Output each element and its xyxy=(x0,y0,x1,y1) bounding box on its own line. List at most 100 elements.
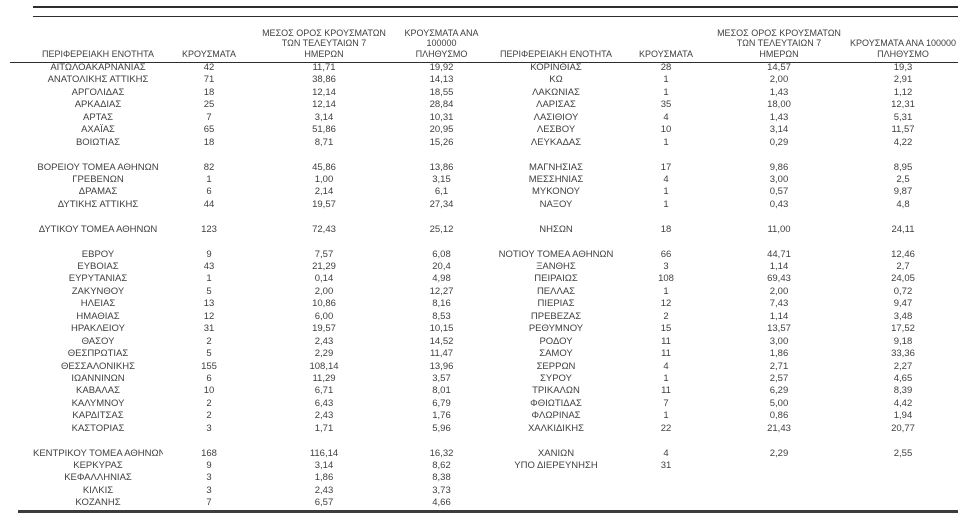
per100k-cell: 4,66 xyxy=(432,497,451,509)
region-name-cell xyxy=(33,149,163,161)
cases-cell: 13 xyxy=(203,298,215,310)
region-name-cell: ΝΗΣΩΝ xyxy=(539,223,573,235)
table-row: ΝΑΞΟΥ 1 0,43 4,8 xyxy=(490,199,958,211)
cases-cell: 12 xyxy=(203,310,215,322)
table-row: ΣΕΡΡΩΝ 4 2,71 2,27 xyxy=(490,361,958,373)
cases-cell: 1 xyxy=(663,74,669,86)
per100k-cell: 0,72 xyxy=(893,285,913,297)
table-row: ΝΟΤΙΟΥ ΤΟΜΕΑ ΑΘΗΝΩΝ 66 44,71 12,46 xyxy=(490,249,958,261)
cases-cell xyxy=(163,149,255,161)
cases-cell: 1 xyxy=(663,410,669,422)
table-row: ΚΕΡΚΥΡΑΣ 9 3,14 8,62 xyxy=(33,460,490,472)
cases-cell: 7 xyxy=(206,497,212,509)
per100k-cell: 8,95 xyxy=(893,161,913,173)
table-row: ΗΜΑΘΙΑΣ 12 6,00 8,53 xyxy=(33,311,490,323)
region-name-cell: ΜΕΣΣΗΝΙΑΣ xyxy=(528,173,584,185)
avg7-cell xyxy=(255,236,393,248)
per100k-cell: 2,91 xyxy=(893,74,913,86)
per100k-cell: 3,57 xyxy=(432,372,451,384)
per100k-cell: 2,27 xyxy=(893,360,913,372)
region-name-cell xyxy=(490,497,622,509)
avg7-cell: 12,14 xyxy=(312,99,336,111)
avg7-cell: 38,86 xyxy=(312,74,336,86)
per100k-cell: 8,01 xyxy=(432,385,451,397)
per100k-cell: 12,46 xyxy=(891,248,915,260)
avg7-cell: 6,00 xyxy=(314,310,334,322)
region-name-cell: ΕΥΒΟΙΑΣ xyxy=(77,261,119,272)
region-name-cell: ΘΕΣΣΑΛΟΝΙΚΗΣ xyxy=(61,360,135,372)
region-name-cell: ΘΑΣΟΥ xyxy=(81,335,115,347)
region-name-cell: ΡΟΔΟΥ xyxy=(539,335,573,347)
per100k-cell: 20,4 xyxy=(432,261,451,272)
avg7-cell xyxy=(255,211,393,223)
region-name-cell: ΛΑΚΩΝΙΑΣ xyxy=(532,86,580,98)
region-name-cell: ΕΒΡΟΥ xyxy=(81,248,115,260)
cases-cell: 18 xyxy=(203,86,215,98)
avg7-cell: 6,43 xyxy=(314,397,334,409)
region-name-cell xyxy=(490,485,622,497)
cases-cell: 1 xyxy=(663,86,669,98)
region-name-cell: ΛΑΡΙΣΑΣ xyxy=(536,99,576,111)
region-name-cell: ΚΕΡΚΥΡΑΣ xyxy=(73,460,123,471)
per100k-cell: 12,31 xyxy=(891,99,915,111)
region-name-cell: ΜΑΓΝΗΣΙΑΣ xyxy=(529,161,583,173)
region-name-cell xyxy=(490,149,622,161)
table-row: ΚΟΖΑΝΗΣ 7 6,57 4,66 xyxy=(33,497,490,509)
per100k-cell: 9,18 xyxy=(893,335,913,347)
region-name-cell: ΚΩ xyxy=(549,74,563,86)
cases-cell xyxy=(622,435,710,447)
per100k-cell: 8,16 xyxy=(432,298,451,310)
cases-cell: 44 xyxy=(203,198,215,210)
per100k-cell: 18,55 xyxy=(429,86,454,98)
region-name-cell: ΘΕΣΠΡΩΤΙΑΣ xyxy=(67,348,129,360)
table-row: ΤΡΙΚΑΛΩΝ 11 6,29 8,39 xyxy=(490,385,958,397)
table-row: ΗΡΑΚΛΕΙΟΥ 31 19,57 10,15 xyxy=(33,323,490,335)
region-name-cell: ΓΡΕΒΕΝΩΝ xyxy=(72,173,124,185)
cases-cell: 4 xyxy=(663,173,669,185)
cases-cell: 2 xyxy=(663,310,669,322)
table-row: ΧΑΝΙΩΝ 4 2,29 2,55 xyxy=(490,448,958,460)
cases-cell xyxy=(163,211,255,223)
per100k-cell: 25,12 xyxy=(429,223,454,235)
table-row xyxy=(490,472,958,484)
table-row: ΚΑΒΑΛΑΣ 10 6,71 8,01 xyxy=(33,385,490,397)
per100k-cell: 8,53 xyxy=(432,310,451,322)
per100k-cell xyxy=(848,236,958,248)
region-name-cell: ΑΡΚΑΔΙΑΣ xyxy=(74,99,122,111)
cases-cell: 5 xyxy=(206,348,212,360)
cases-cell: 11 xyxy=(661,335,671,347)
table-row: ΙΩΑΝΝΙΝΩΝ 6 11,29 3,57 xyxy=(33,373,490,385)
table-row: ΠΡΕΒΕΖΑΣ 2 1,14 3,48 xyxy=(490,311,958,323)
avg7-cell: 11,29 xyxy=(312,372,336,384)
avg7-cell: 108,14 xyxy=(309,360,339,372)
per100k-cell: 9,87 xyxy=(893,186,913,198)
avg7-cell: 1,14 xyxy=(769,310,789,322)
per100k-cell xyxy=(848,435,958,447)
table-row: ΞΑΝΘΗΣ 3 1,14 2,7 xyxy=(490,261,958,273)
table-row: ΧΑΛΚΙΔΙΚΗΣ 22 21,43 20,77 xyxy=(490,423,958,435)
avg7-cell: 2,43 xyxy=(314,335,334,347)
per100k-cell: 19,92 xyxy=(429,62,454,73)
cases-cell: 123 xyxy=(201,223,217,235)
table-row: ΗΛΕΙΑΣ 13 10,86 8,16 xyxy=(33,298,490,310)
region-name-cell: ΧΑΛΚΙΔΙΚΗΣ xyxy=(527,422,585,434)
per100k-cell: 24,05 xyxy=(891,273,915,285)
region-name-cell: ΣΕΡΡΩΝ xyxy=(536,360,576,372)
avg7-cell: 3,00 xyxy=(769,173,789,185)
region-name-cell: ΖΑΚΥΝΘΟΥ xyxy=(71,285,125,297)
per100k-cell: 1,94 xyxy=(893,410,913,422)
bottom-thick-rule xyxy=(18,510,958,513)
per100k-cell: 20,95 xyxy=(429,124,454,136)
region-name-cell: ΚΑΣΤΟΡΙΑΣ xyxy=(71,422,125,434)
region-name-cell: ΑΝΑΤΟΛΙΚΗΣ ΑΤΤΙΚΗΣ xyxy=(47,74,149,86)
avg7-cell: 14,57 xyxy=(767,62,791,73)
avg7-cell: 2,00 xyxy=(769,285,789,297)
cases-cell: 17 xyxy=(660,161,672,173)
per100k-cell: 10,31 xyxy=(429,111,454,123)
cases-cell: 43 xyxy=(203,261,215,272)
cases-cell: 12 xyxy=(660,298,672,310)
table-row: ΡΕΘΥΜΝΟΥ 15 13,57 17,52 xyxy=(490,323,958,335)
cases-cell: 1 xyxy=(663,372,669,384)
avg7-cell: 1,43 xyxy=(769,111,789,123)
per100k-cell xyxy=(393,435,490,447)
